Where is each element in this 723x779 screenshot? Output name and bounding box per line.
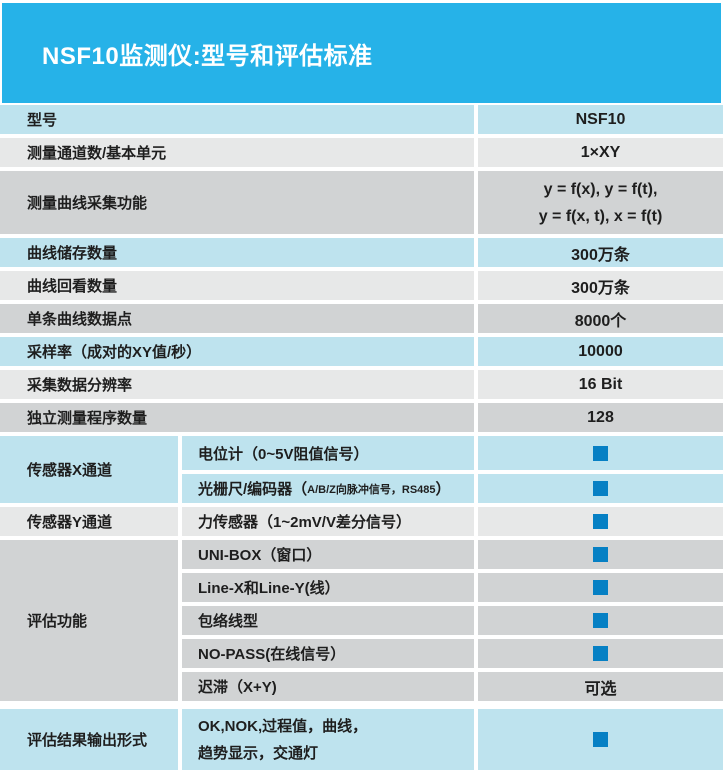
row-value: 8000个 [478,304,723,333]
row-label: 曲线回看数量 [0,271,474,300]
sub-row-label: 电位计（0~5V阻值信号） [182,436,474,470]
sub-row-label-text: Line-X和Line-Y(线） [198,580,340,597]
row-label: 单条曲线数据点 [0,304,474,333]
row-value: 16 Bit [478,370,723,399]
sub-row-label-text: 力传感器（1~2mV/V差分信号） [198,514,411,531]
row-value-line: y = f(x), y = f(t), [543,180,658,198]
row-value-line: y = f(x, t), x = f(t) [538,207,663,225]
table-section: 型号 NSF10 [0,105,723,134]
row-value: 10000 [478,337,723,366]
table-section: 评估功能 UNI-BOX（窗口） Line-X和Line-Y(线） 包络线型 NO-PA… [0,540,723,701]
row-label: 型号 [0,105,474,134]
check-square-icon [593,514,608,529]
table-section: 单条曲线数据点 8000个 [0,304,723,333]
check-square-icon [593,646,608,661]
row-value [478,507,723,536]
sub-row-label: Line-X和Line-Y(线） [182,573,474,602]
sub-row-label-text: 光栅尺/编码器（ [198,481,308,498]
row-value: y = f(x), y = f(t), y = f(x, t), x = f(t) [478,171,723,234]
spec-table: 型号 NSF10 测量通道数/基本单元 1×XY 测量曲线采集功能 y = f(x), y… [0,105,723,774]
sub-row-label-text: 电位计（0~5V阻值信号） [198,445,369,463]
check-square-icon [593,613,608,628]
table-section: 测量通道数/基本单元 1×XY [0,138,723,167]
sub-row-label-fineprint: A/B/Z向脉冲信号，RS485 [307,483,436,496]
sub-row-label-line: OK,NOK,过程值，曲线， [198,717,368,735]
sub-row-label: 力传感器（1~2mV/V差分信号） [182,507,474,536]
section-label: 评估结果输出形式 [0,709,178,770]
row-value [478,709,723,770]
sub-row-label: UNI-BOX（窗口） [182,540,474,569]
sub-row-label: 迟滞（X+Y) [182,672,474,701]
check-square-icon [593,481,608,496]
sub-row-label-text: ） [435,481,451,498]
row-value: 可选 [478,672,723,701]
sub-row-label-text: NO-PASS(在线信号） [198,646,346,663]
sub-row-label-text: UNI-BOX（窗口） [198,547,322,564]
header-banner: NSF10监测仪:型号和评估标准 [2,3,721,103]
table-section: 评估结果输出形式 OK,NOK,过程值，曲线， 趋势显示，交通灯 [0,709,723,770]
sub-row-label-text: 迟滞（X+Y) [198,679,277,696]
row-label: 采样率（成对的XY值/秒） [0,337,474,366]
row-label: 独立测量程序数量 [0,403,474,432]
sub-row-label: 光栅尺/编码器（ A/B/Z向脉冲信号，RS485） [182,474,474,503]
table-section: 采样率（成对的XY值/秒） 10000 [0,337,723,366]
row-label: 测量曲线采集功能 [0,171,474,234]
row-value [478,474,723,503]
table-section: 传感器Y通道 力传感器（1~2mV/V差分信号） [0,507,723,536]
row-value: 300万条 [478,238,723,267]
table-section: 独立测量程序数量 128 [0,403,723,432]
sub-row-label-text: 包络线型 [198,613,259,630]
row-value [478,606,723,635]
page-title: NSF10监测仪:型号和评估标准 [42,43,373,70]
section-label: 评估功能 [0,540,178,701]
check-square-icon [593,732,608,747]
table-section: 曲线储存数量 300万条 [0,238,723,267]
row-label: 曲线储存数量 [0,238,474,267]
row-value [478,573,723,602]
check-square-icon [593,547,608,562]
row-value: 128 [478,403,723,432]
row-value [478,639,723,668]
section-label: 传感器X通道 [0,436,178,503]
row-value [478,436,723,470]
table-section: 曲线回看数量 300万条 [0,271,723,300]
sub-row-label: 包络线型 [182,606,474,635]
check-square-icon [593,445,608,461]
table-section: 测量曲线采集功能 y = f(x), y = f(t), y = f(x, t), … [0,171,723,234]
row-value: 1×XY [478,138,723,167]
sub-row-label-line: 趋势显示，交通灯 [198,744,319,762]
sub-row-label: NO-PASS(在线信号） [182,639,474,668]
row-value: 300万条 [478,271,723,300]
sub-row-label: OK,NOK,过程值，曲线， 趋势显示，交通灯 [182,709,474,770]
table-section: 传感器X通道 电位计（0~5V阻值信号） 光栅尺/编码器（ A/B/Z向脉冲信号，RS… [0,436,723,503]
row-value: NSF10 [478,105,723,134]
section-label: 传感器Y通道 [0,507,178,536]
row-label: 测量通道数/基本单元 [0,138,474,167]
row-value [478,540,723,569]
check-square-icon [593,580,608,595]
row-label: 采集数据分辨率 [0,370,474,399]
table-section: 采集数据分辨率 16 Bit [0,370,723,399]
